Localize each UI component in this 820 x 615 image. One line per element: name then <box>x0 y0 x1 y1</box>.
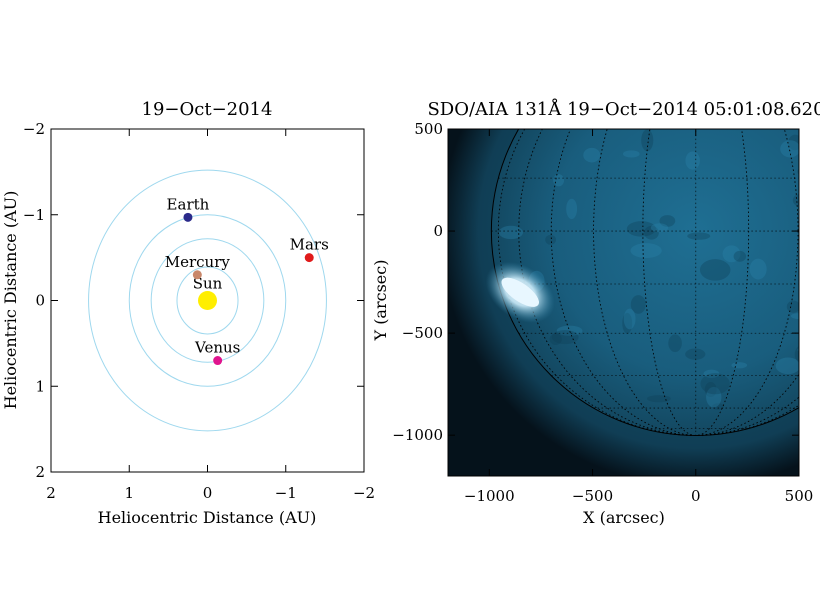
disk-texture-patch <box>566 198 578 220</box>
left-x-tick-label: 2 <box>46 484 56 502</box>
earth-marker <box>183 212 193 222</box>
right-x-tick-label: 0 <box>691 487 701 505</box>
disk-texture-patch <box>812 216 820 231</box>
venus-marker <box>213 356 223 366</box>
disk-texture-patch <box>583 147 601 163</box>
mars-marker <box>304 253 314 263</box>
left-x-tick-label: −1 <box>275 484 297 502</box>
disk-texture-patch <box>659 215 676 227</box>
venus-label: Venus <box>194 339 240 357</box>
disk-texture-patch <box>636 41 659 52</box>
disk-texture-patch <box>792 193 799 207</box>
disk-texture-patch <box>668 334 682 353</box>
disk-texture-patch <box>797 168 799 175</box>
right-x-tick-label: −1000 <box>464 487 515 505</box>
disk-texture-patch <box>623 308 636 330</box>
disk-texture-patch <box>622 312 633 334</box>
orbit-group <box>88 169 327 432</box>
mercury-label: Mercury <box>165 253 231 271</box>
disk-texture-patch <box>794 345 799 363</box>
disk-texture-patch <box>685 348 706 360</box>
disk-texture-patch <box>706 386 722 408</box>
disk-texture-patch <box>780 140 799 158</box>
disk-texture-patch <box>679 82 700 98</box>
left-x-axis-label: Heliocentric Distance (AU) <box>98 508 317 527</box>
left-chart-title: 19−Oct−2014 <box>142 99 273 120</box>
disk-texture-patch <box>790 312 799 320</box>
right-y-tick-label: 0 <box>433 222 443 240</box>
disk-texture-patch <box>788 134 799 151</box>
disk-texture-patch <box>641 129 654 152</box>
sun-marker <box>198 291 217 310</box>
orbit-ring-3 <box>128 214 287 387</box>
left-x-tick-label: −2 <box>353 484 375 502</box>
earth-label: Earth <box>167 195 210 213</box>
right-y-tick-label: 500 <box>414 120 443 138</box>
right-y-axis-label: Y (arcsec) <box>371 260 390 342</box>
disk-texture-patch <box>704 382 717 398</box>
disk-texture-patch <box>722 245 741 263</box>
disk-texture-patch <box>687 232 711 240</box>
right-x-tick-label: 500 <box>785 487 814 505</box>
aia-image-panel: SDO/AIA 131Å 19−Oct−2014 05:01:08.620 −1… <box>371 41 820 527</box>
disk-texture-patch <box>699 70 710 80</box>
disk-texture-patch <box>803 348 820 358</box>
disk-texture-patch <box>803 150 820 166</box>
aia-image <box>448 41 820 476</box>
orbit-ring-2 <box>150 238 265 363</box>
sun-label: Sun <box>193 275 223 293</box>
right-chart-title: SDO/AIA 131Å 19−Oct−2014 05:01:08.620 <box>427 98 820 120</box>
disk-texture-patch <box>700 373 730 395</box>
disk-texture-patch <box>630 243 662 259</box>
disk-texture-patch <box>630 295 646 314</box>
disk-texture-patch <box>622 150 640 158</box>
left-y-tick-label: 2 <box>35 463 45 481</box>
right-y-tick-label: −500 <box>402 324 443 342</box>
disk-texture-patch <box>498 225 524 240</box>
disk-texture-patch <box>731 362 748 369</box>
solar-limb <box>490 129 799 436</box>
left-y-axis-label: Heliocentric Distance (AU) <box>1 191 20 410</box>
disk-texture-patch <box>806 136 816 145</box>
right-x-axis-label: X (arcsec) <box>583 508 665 527</box>
disk-texture-patch <box>647 395 671 403</box>
disk-texture-patch <box>712 403 725 410</box>
right-y-tick-label: −1000 <box>392 426 443 444</box>
left-y-tick-label: 1 <box>35 377 45 395</box>
disk-texture-patch <box>549 333 562 345</box>
disk-texture-patch <box>797 348 799 352</box>
left-x-tick-label: 1 <box>124 484 134 502</box>
disk-texture-patch <box>553 174 565 187</box>
left-y-tick-label: −2 <box>23 120 45 138</box>
disk-texture-patch <box>650 223 669 233</box>
right-x-tick-label: −500 <box>572 487 613 505</box>
solar-system-panel: 19−Oct−2014 Sun Mercury Venus Earth Mars 2 1 0… <box>1 99 375 527</box>
disk-texture-patch <box>749 258 767 280</box>
disk-texture-patch <box>801 230 820 243</box>
mars-label: Mars <box>290 236 329 254</box>
planet-group: Sun Mercury Venus Earth Mars <box>165 195 329 366</box>
disk-texture-patch <box>545 234 556 245</box>
solar-image-content <box>448 41 820 476</box>
left-y-tick-label: −1 <box>23 206 45 224</box>
solar-disk <box>491 129 799 436</box>
disk-texture-patch <box>685 151 700 170</box>
disk-texture-patch <box>644 225 659 240</box>
mercury-marker <box>192 270 202 280</box>
left-ticks: 2 1 0 −1 −2 −2 −1 0 1 2 <box>23 120 375 502</box>
disk-texture-patch <box>729 65 744 80</box>
disk-texture-patch <box>733 250 747 262</box>
left-y-tick-label: 0 <box>35 292 45 310</box>
right-ticks: −1000 −500 0 500 500 0 −500 −1000 <box>392 120 813 505</box>
disk-texture-patch <box>626 221 656 237</box>
left-x-tick-label: 0 <box>203 484 213 502</box>
orbit-ring-1 <box>176 266 239 335</box>
orbit-ring-4 <box>88 169 327 432</box>
disk-texture-patch <box>699 259 731 281</box>
flare-core <box>501 277 540 307</box>
disk-texture-patch <box>786 300 799 313</box>
disk-texture-patch <box>775 357 799 375</box>
right-plot-frame <box>447 128 800 477</box>
